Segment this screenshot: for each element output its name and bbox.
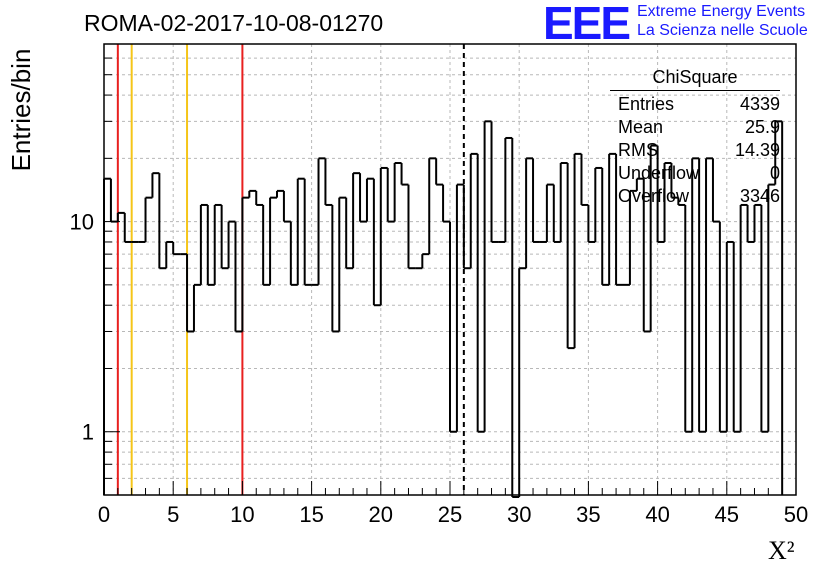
- stats-row: Overflow 3346: [610, 185, 780, 208]
- x-tick-label: 30: [507, 502, 531, 527]
- eee-logo: EEE: [543, 0, 631, 49]
- stats-value: 4339: [739, 94, 780, 114]
- x-tick-label: 45: [715, 502, 739, 527]
- stats-row: RMS 14.39: [610, 139, 780, 162]
- stats-box: ChiSquare Entries 4339 Mean 25.9 RMS 14.39 …: [610, 66, 780, 208]
- stats-value: 14.39: [734, 140, 780, 160]
- grid-lines: [104, 44, 796, 495]
- y-tick-label: 10: [70, 210, 94, 235]
- stats-label: Mean: [618, 117, 664, 137]
- logo-line-1: Extreme Energy Events: [637, 3, 806, 20]
- x-tick-label: 50: [784, 502, 808, 527]
- x-tick-label: 0: [98, 502, 110, 527]
- stats-label: RMS: [618, 140, 658, 160]
- stats-value: 3346: [739, 186, 780, 206]
- stats-value: 25.9: [744, 117, 780, 137]
- x-tick-label: 20: [369, 502, 393, 527]
- logo-line-2: La Scienza nelle Scuole: [637, 22, 808, 39]
- axis-ticks: 0 5 10 15 20 25 30 35 40 45 50 1 10: [70, 57, 808, 527]
- stats-row: Underflow 0: [610, 162, 780, 185]
- histogram-bars: [103, 120, 784, 498]
- stats-label: Underflow: [618, 163, 700, 183]
- stats-label: Overflow: [618, 186, 690, 206]
- stats-row: Mean 25.9: [610, 116, 780, 139]
- stats-row: Entries 4339: [610, 93, 780, 116]
- eee-logo-text: Extreme Energy Events La Scienza nelle S…: [637, 2, 808, 40]
- x-tick-label: 15: [299, 502, 323, 527]
- x-tick-label: 35: [576, 502, 600, 527]
- stats-value: 0: [769, 163, 780, 183]
- x-tick-label: 40: [645, 502, 669, 527]
- stats-label: Entries: [618, 94, 675, 114]
- run-title: ROMA-02-2017-10-08-01270: [84, 10, 384, 36]
- x-axis-label: X²: [768, 536, 795, 565]
- y-tick-label: 1: [82, 420, 94, 445]
- stats-title: ChiSquare: [610, 66, 780, 91]
- x-tick-label: 10: [230, 502, 254, 527]
- x-tick-label: 5: [167, 502, 179, 527]
- y-axis-label: Entries/bin: [6, 48, 36, 172]
- x-tick-label: 25: [438, 502, 462, 527]
